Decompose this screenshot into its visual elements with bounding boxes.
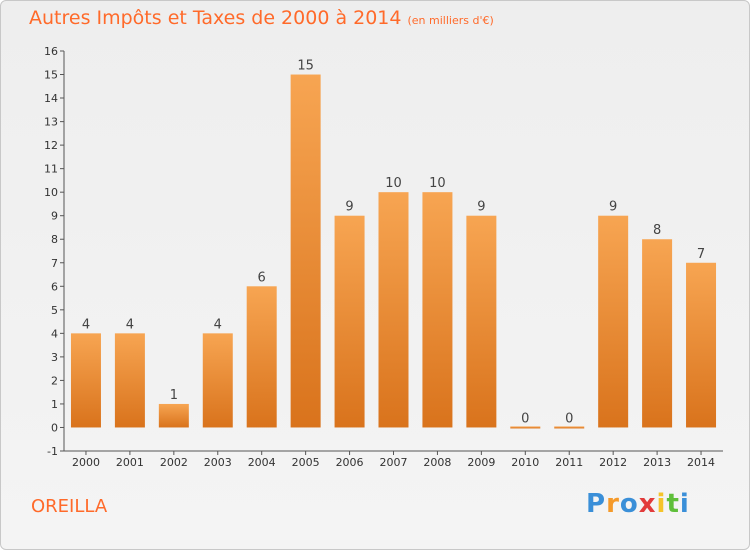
y-tick-label: 6: [51, 280, 58, 293]
bar-2011: [554, 426, 585, 429]
x-tick-label: 2013: [643, 456, 671, 469]
bar-value-label: 15: [297, 59, 314, 74]
x-tick-label: 2008: [423, 456, 451, 469]
chart-title: Autres Impôts et Taxes de 2000 à 2014 (en…: [29, 7, 494, 29]
y-tick-label: 10: [44, 186, 58, 199]
chart-title-main: Autres Impôts et Taxes de 2000 à 2014: [29, 7, 402, 29]
y-tick-label: 9: [51, 210, 58, 223]
y-tick-label: 0: [51, 421, 58, 434]
x-tick-label: 2012: [599, 456, 627, 469]
x-tick-label: 2001: [116, 456, 144, 469]
bar-value-label: 0: [565, 411, 573, 426]
bar-2010: [510, 426, 541, 429]
y-tick-label: 4: [51, 327, 58, 340]
proxiti-logo[interactable]: Proxiti: [586, 489, 690, 519]
bar-2014: [686, 262, 717, 428]
bar-value-label: 4: [126, 317, 134, 332]
commune-name: OREILLA: [31, 496, 108, 517]
x-tick-label: 2010: [511, 456, 539, 469]
bar-value-label: 6: [258, 270, 266, 285]
bar-2005: [290, 74, 321, 428]
bar-2008: [422, 192, 453, 428]
y-tick-label: 5: [51, 304, 58, 317]
bar-2000: [70, 333, 101, 428]
y-tick-label: 3: [51, 351, 58, 364]
bar-2009: [466, 215, 497, 428]
y-tick-label: -1: [47, 445, 58, 458]
chart-title-unit: (en milliers d'€): [407, 14, 494, 27]
bar-value-label: 10: [385, 176, 402, 191]
x-tick-label: 2004: [248, 456, 276, 469]
y-tick-label: 15: [44, 69, 58, 82]
bar-value-label: 7: [697, 247, 705, 262]
bar-2003: [202, 333, 233, 428]
x-tick-label: 2011: [555, 456, 583, 469]
bar-value-label: 9: [345, 200, 353, 215]
bar-value-label: 8: [653, 223, 661, 238]
x-tick-label: 2002: [160, 456, 188, 469]
bar-value-label: 10: [429, 176, 446, 191]
bar-value-label: 9: [609, 200, 617, 215]
y-tick-label: 11: [44, 163, 58, 176]
y-tick-label: 16: [44, 45, 58, 58]
bar-2007: [378, 192, 409, 428]
bar-value-label: 4: [214, 317, 222, 332]
bar-value-label: 4: [82, 317, 90, 332]
bar-value-label: 9: [477, 200, 485, 215]
x-tick-label: 2007: [380, 456, 408, 469]
bar-2004: [246, 286, 277, 428]
bar-2001: [114, 333, 145, 428]
x-tick-label: 2014: [687, 456, 715, 469]
bar-value-label: 1: [170, 388, 178, 403]
x-tick-label: 2006: [336, 456, 364, 469]
bar-2012: [598, 215, 629, 428]
bar-2013: [642, 239, 673, 428]
bar-value-label: 0: [521, 411, 529, 426]
y-tick-label: 8: [51, 233, 58, 246]
x-tick-label: 2003: [204, 456, 232, 469]
x-tick-label: 2009: [467, 456, 495, 469]
bar-2006: [334, 215, 365, 428]
y-tick-label: 13: [44, 116, 58, 129]
bar-2002: [158, 403, 189, 428]
x-tick-label: 2005: [292, 456, 320, 469]
y-tick-label: 1: [51, 398, 58, 411]
x-tick-label: 2000: [72, 456, 100, 469]
y-tick-label: 7: [51, 257, 58, 270]
y-tick-label: 14: [44, 92, 58, 105]
y-tick-label: 12: [44, 139, 58, 152]
y-tick-label: 2: [51, 374, 58, 387]
